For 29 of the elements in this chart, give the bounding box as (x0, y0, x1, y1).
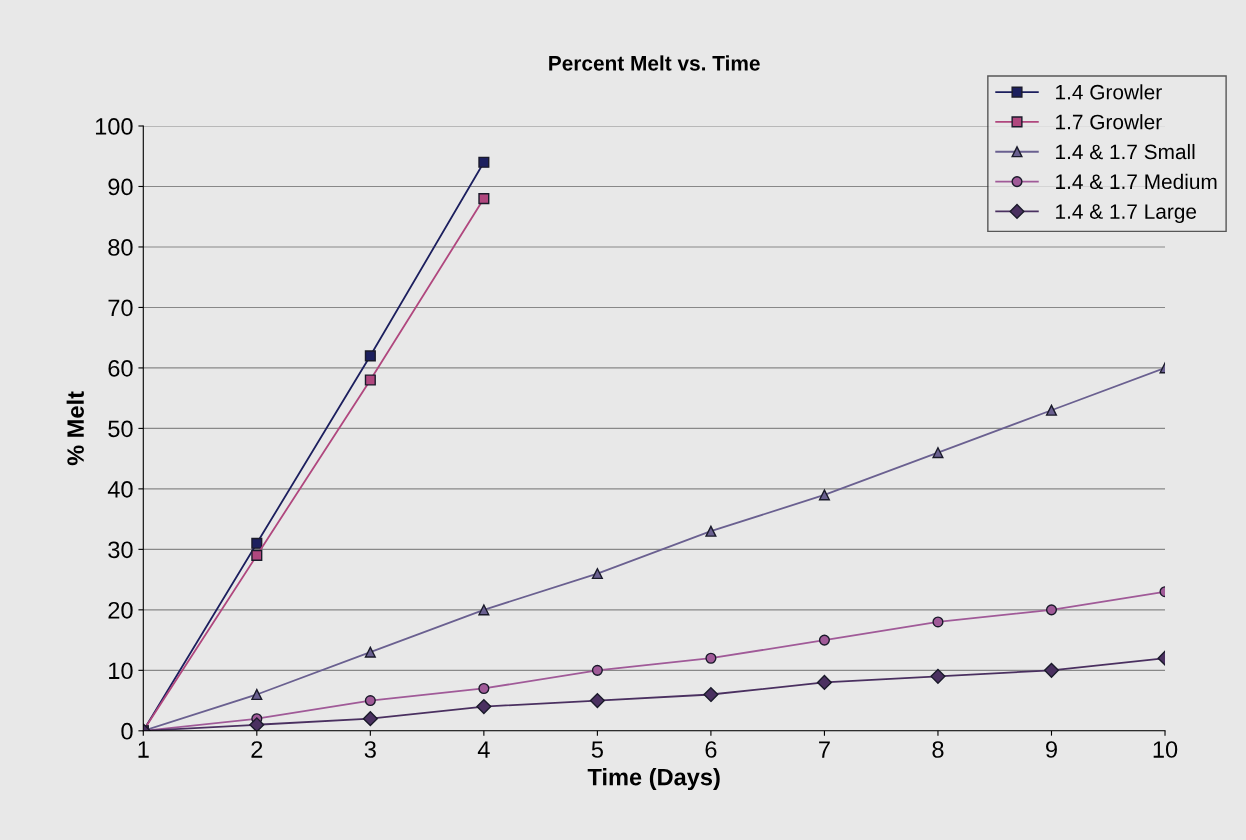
x-tick-label: 3 (364, 741, 376, 758)
y-tick-label: 30 (108, 541, 133, 559)
y-tick-label: 50 (108, 420, 133, 438)
x-tick-label: 8 (932, 741, 944, 758)
y-tick-label: 100 (95, 118, 133, 135)
y-tick-label: 40 (107, 480, 133, 498)
x-tick-label: 5 (591, 741, 603, 758)
y-tick-label: 90 (108, 178, 133, 196)
legend-label: 1.7 Growler (1056, 114, 1162, 130)
x-tick-label: 1 (138, 741, 149, 758)
y-tick-label: 10 (109, 662, 133, 680)
x-tick-label: 7 (819, 741, 830, 758)
legend-label: 1.4 & 1.7 Small (1056, 143, 1195, 160)
y-tick-label: 20 (108, 601, 133, 619)
x-tick-label: 9 (1046, 741, 1057, 758)
legend-label: 1.4 Growler (1056, 84, 1162, 100)
x-tick-label: 10 (1153, 741, 1178, 758)
x-tick-label: 4 (477, 741, 490, 758)
x-axis-title: Time (Days) (587, 768, 720, 791)
x-tick-label: 2 (251, 741, 263, 758)
chart-title: Percent Melt vs. Time (549, 55, 760, 71)
y-tick-label: 60 (108, 359, 133, 377)
legend-label: 1.4 & 1.7 Large (1056, 204, 1197, 224)
y-tick-label: 70 (108, 299, 133, 317)
y-tick-label: 0 (121, 722, 133, 740)
y-axis-title: % Melt (66, 391, 84, 466)
legend-label: 1.4 & 1.7 Medium (1056, 173, 1217, 190)
x-tick-label: 6 (705, 741, 717, 758)
y-tick-label: 80 (108, 239, 133, 256)
